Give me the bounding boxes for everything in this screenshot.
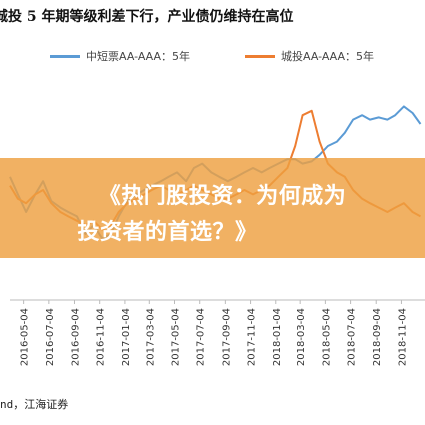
chart-title: 城投 5 年期等级利差下行，产业债仍维持在高位 bbox=[0, 9, 294, 25]
legend-item-series-1: 中短票AA-AAA：5年 bbox=[50, 48, 190, 64]
x-tick-label: 2017-07-04 bbox=[196, 308, 207, 366]
banner-headline-line-2: 投资者的首选？》 bbox=[77, 220, 258, 245]
x-tick-label: 2016-09-04 bbox=[71, 308, 82, 366]
x-tick-label: 2018-05-04 bbox=[321, 308, 332, 366]
x-tick-label: 2016-07-04 bbox=[45, 308, 56, 366]
x-tick-label: 2017-03-04 bbox=[145, 308, 156, 366]
legend-label-series-1: 中短票AA-AAA：5年 bbox=[86, 50, 191, 63]
legend-swatch-series-2 bbox=[245, 54, 275, 58]
x-tick-label: 2018-11-04 bbox=[397, 308, 408, 366]
x-tick-label: 2018-09-04 bbox=[372, 308, 383, 366]
x-tick-label: 2016-05-04 bbox=[20, 308, 31, 366]
x-tick-label: 2017-05-04 bbox=[171, 308, 182, 366]
legend-swatch-series-1 bbox=[50, 54, 80, 58]
source-note: nd，江海证券 bbox=[0, 398, 69, 411]
x-tick-label: 2017-01-04 bbox=[121, 308, 132, 366]
x-tick-label: 2018-07-04 bbox=[347, 308, 358, 366]
x-tick-label: 2017-11-04 bbox=[247, 308, 258, 366]
legend-item-series-2: 城投AA-AAA：5年 bbox=[245, 48, 374, 64]
banner-headline-line-1: 《热门股投资：为何成为 bbox=[98, 184, 347, 209]
x-tick-label: 2016-11-04 bbox=[96, 308, 107, 366]
x-tick-label: 2018-03-04 bbox=[296, 308, 307, 366]
x-tick-label: 2017-09-04 bbox=[221, 308, 232, 366]
x-tick-label: 2018-01-04 bbox=[272, 308, 283, 366]
promo-banner[interactable]: 《热门股投资：为何成为 投资者的首选？》 bbox=[0, 158, 425, 258]
legend-label-series-2: 城投AA-AAA：5年 bbox=[281, 50, 375, 63]
